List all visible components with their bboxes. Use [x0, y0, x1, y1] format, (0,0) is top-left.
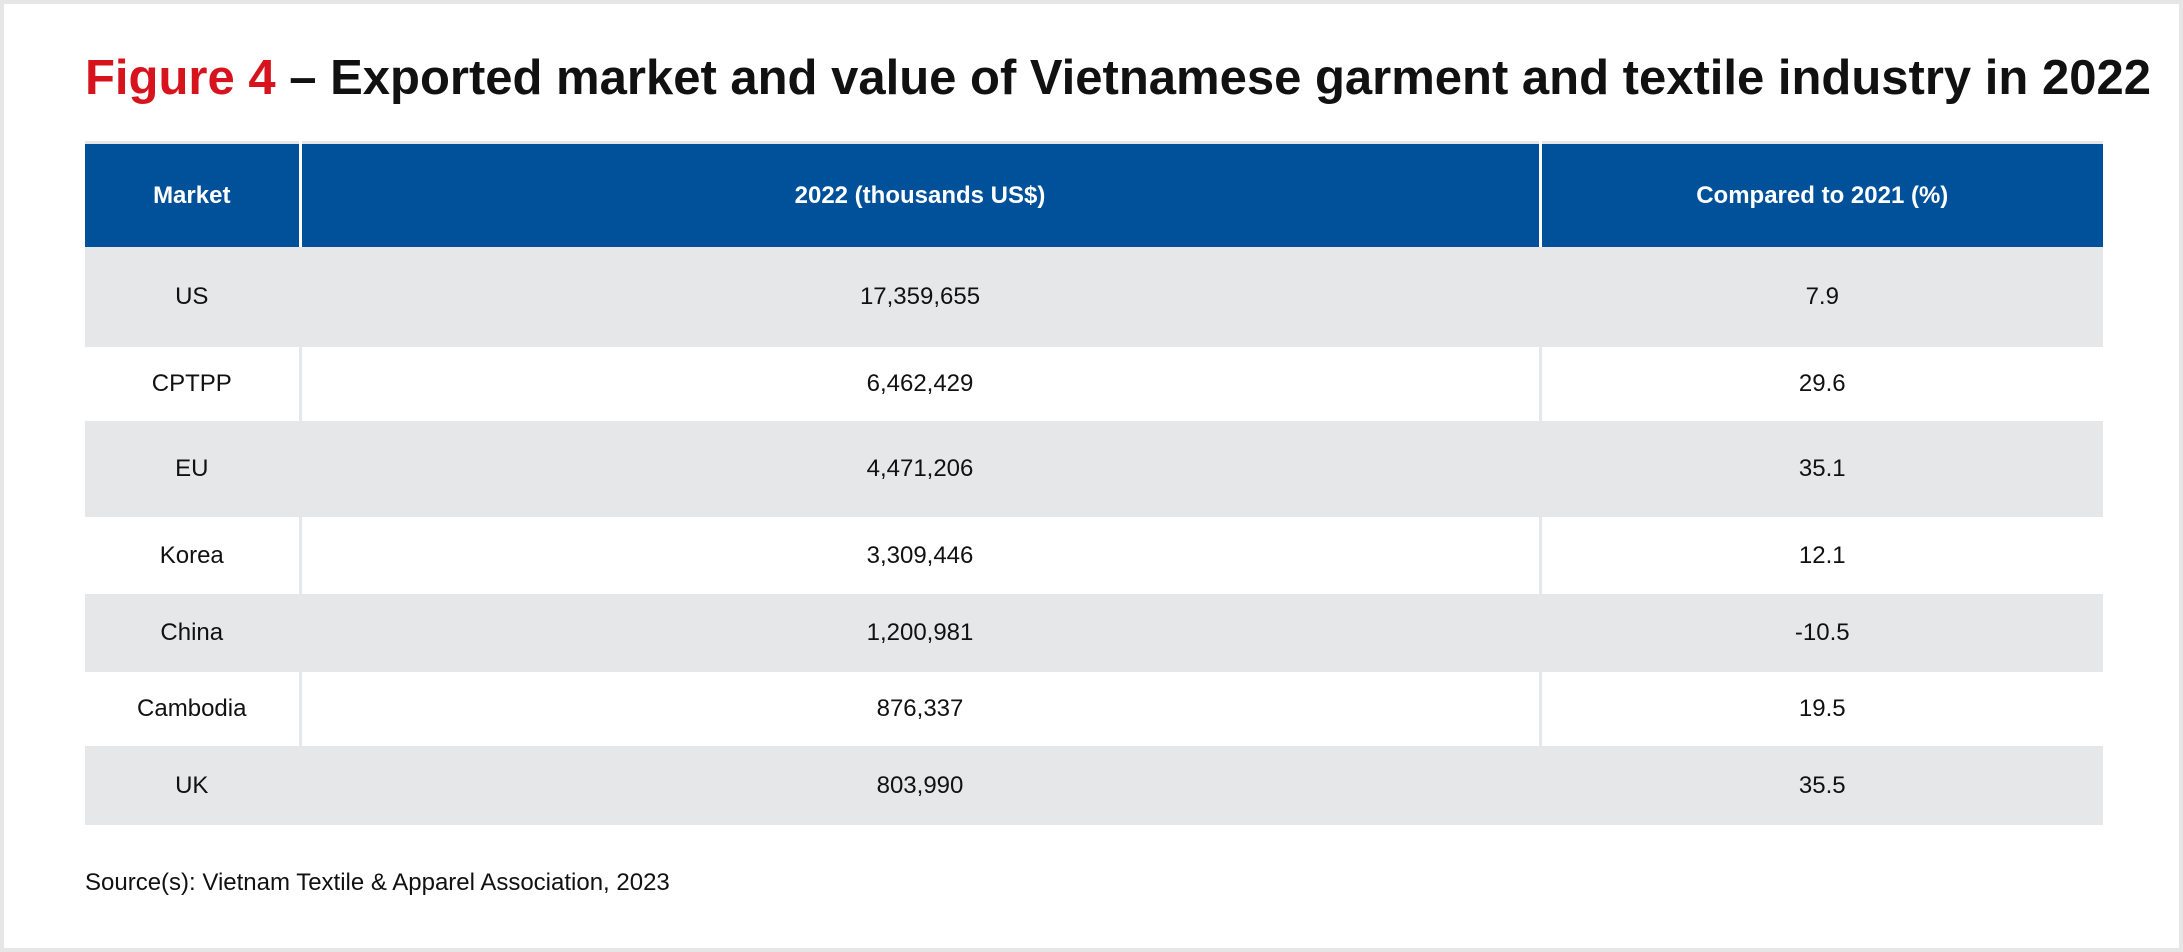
figure-title-text: – Exported market and value of Vietnames… — [275, 51, 2151, 105]
cell-market: Cambodia — [85, 672, 300, 746]
table-row: CPTPP 6,462,429 29.6 — [85, 347, 2103, 421]
cell-change: -10.5 — [1540, 594, 2103, 672]
figure-title: Figure 4 – Exported market and value of … — [85, 44, 2151, 112]
cell-value: 803,990 — [300, 746, 1540, 825]
cell-value: 4,471,206 — [300, 421, 1540, 517]
table-row: UK 803,990 35.5 — [85, 746, 2103, 825]
table-row: China 1,200,981 -10.5 — [85, 594, 2103, 672]
cell-change: 7.9 — [1540, 247, 2103, 347]
cell-market: China — [85, 594, 300, 672]
table-header-row: Market 2022 (thousands US$) Compared to … — [85, 142, 2103, 247]
cell-value: 876,337 — [298, 672, 1540, 746]
cell-change: 12.1 — [1538, 517, 2103, 594]
cell-market: US — [85, 247, 300, 347]
table-row: US 17,359,655 7.9 — [85, 247, 2103, 347]
cell-market: EU — [85, 421, 300, 517]
table-row: Cambodia 876,337 19.5 — [85, 672, 2103, 746]
column-header-value-2022: 2022 (thousands US$) — [298, 142, 1540, 247]
figure-label: Figure 4 — [85, 51, 276, 105]
cell-value: 1,200,981 — [300, 594, 1540, 672]
source-note: Source(s): Vietnam Textile & Apparel Ass… — [85, 869, 670, 896]
table-row: Korea 3,309,446 12.1 — [85, 517, 2103, 594]
cell-change: 19.5 — [1538, 672, 2103, 746]
cell-value: 17,359,655 — [300, 247, 1540, 347]
column-header-change-vs-2021: Compared to 2021 (%) — [1538, 142, 2103, 247]
cell-market: CPTPP — [85, 347, 300, 421]
cell-change: 29.6 — [1538, 347, 2103, 421]
cell-market: UK — [85, 746, 300, 825]
cell-value: 3,309,446 — [298, 517, 1540, 594]
cell-market: Korea — [85, 517, 300, 594]
export-market-table: Market 2022 (thousands US$) Compared to … — [85, 141, 2103, 825]
column-header-market: Market — [85, 142, 300, 247]
table-row: EU 4,471,206 35.1 — [85, 421, 2103, 517]
cell-change: 35.5 — [1540, 746, 2103, 825]
cell-change: 35.1 — [1540, 421, 2103, 517]
cell-value: 6,462,429 — [298, 347, 1540, 421]
